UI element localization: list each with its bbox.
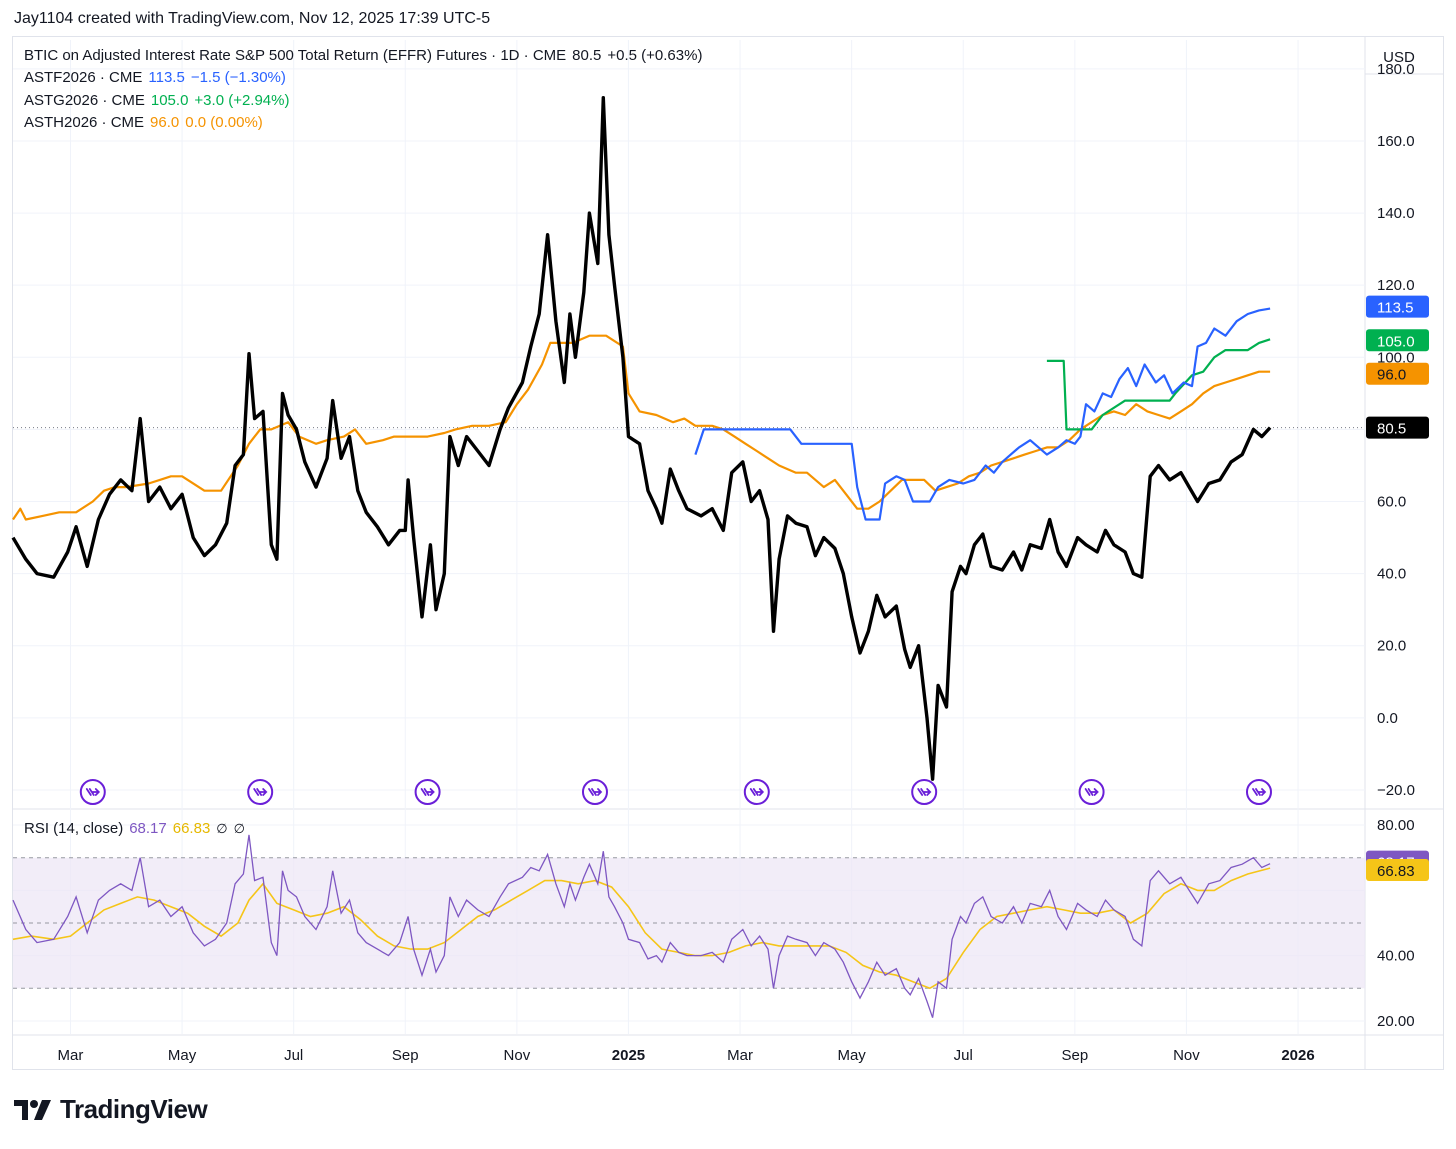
badge-astg-bg (1366, 329, 1429, 352)
event-marker-arrow (85, 788, 101, 796)
time-tick-label: May (837, 1047, 866, 1064)
series-line-astf (694, 307, 1271, 521)
event-marker-icon[interactable] (911, 779, 938, 805)
legend-astg-name: ASTG2026 · CME (24, 92, 145, 109)
rsi-line (12, 834, 1271, 1018)
badge-astf: 113.5 (1366, 295, 1429, 318)
legend-astf-change: −1.5 (−1.30%) (190, 69, 286, 86)
badge-rsi-ma-text: 66.83 (1377, 863, 1415, 880)
rsi-tick-label: 80.00 (1377, 817, 1415, 834)
series-line-main (11, 96, 1272, 781)
price-tick-label: 0.0 (1377, 710, 1398, 727)
event-marker-icon[interactable] (1245, 779, 1272, 805)
legend-rsi-na2: ∅ (233, 821, 245, 836)
currency-label: USD (1383, 49, 1415, 66)
badge-astg-text: 105.0 (1377, 333, 1415, 350)
time-tick-label: 2025 (612, 1047, 645, 1064)
badge-astf-bg (1366, 295, 1429, 318)
legend-astg-change: +3.0 (+2.94%) (194, 92, 290, 109)
time-tick-label: Mar (727, 1047, 753, 1064)
price-series (11, 96, 1272, 781)
badge-rsi-ma-bg (1366, 859, 1429, 882)
event-marker-arrow (749, 788, 765, 796)
legend-astg[interactable]: ASTG2026 · CME 105.0 +3.0 (+2.94%) (24, 92, 295, 109)
price-tick-label: 20.0 (1377, 638, 1406, 655)
legend-asth-value: 96.0 (150, 114, 180, 131)
legend-main-change: +0.5 (+0.63%) (607, 47, 703, 64)
price-tick-label: 120.0 (1377, 277, 1415, 294)
legend-rsi-label: RSI (14, close) (24, 820, 124, 837)
legend-astf-value: 113.5 (148, 69, 185, 86)
rsi-tick-label: 40.00 (1377, 948, 1415, 965)
price-tick-label: 160.0 (1377, 133, 1415, 150)
legend-astg-value: 105.0 (150, 92, 189, 109)
event-marker-arrow (1252, 788, 1267, 796)
time-tick-label: 2026 (1281, 1047, 1314, 1064)
price-tick-label: 140.0 (1377, 205, 1415, 222)
time-tick-label: May (168, 1047, 197, 1064)
rsi-tick-label: 20.00 (1377, 1013, 1415, 1030)
event-marker-icon[interactable] (1078, 779, 1105, 805)
legend-astf-name: ASTF2026 · CME (24, 69, 143, 86)
chart-caption: Jay1104 created with TradingView.com, No… (14, 10, 491, 27)
legend-rsi[interactable]: RSI (14, close) 68.17 66.83 ∅ ∅ (24, 820, 251, 837)
series-line-astg (1046, 338, 1271, 431)
price-tick-label: 180.0 (1377, 61, 1415, 78)
event-marker-icon[interactable] (414, 779, 441, 805)
badge-asth-text: 96.0 (1377, 367, 1406, 384)
event-marker-icon[interactable] (247, 779, 274, 805)
price-tick-label: 60.0 (1377, 494, 1406, 511)
tradingview-logo[interactable]: TradingView (14, 1094, 208, 1125)
chart-frame (12, 36, 1444, 1070)
badge-main-text: 80.5 (1377, 421, 1406, 438)
legend-main[interactable]: BTIC on Adjusted Interest Rate S&P 500 T… (24, 47, 708, 64)
badge-asth-bg (1366, 362, 1429, 385)
legend-rsi-na1: ∅ (216, 821, 228, 836)
price-tick-label: 100.0 (1377, 349, 1415, 366)
event-marker-icon[interactable] (581, 779, 608, 805)
time-tick-label: Jul (284, 1047, 303, 1064)
price-tick-label: 40.0 (1377, 566, 1406, 583)
badge-astg: 105.0 (1366, 329, 1429, 352)
tradingview-logo-text: TradingView (60, 1094, 208, 1124)
event-markers (79, 779, 1272, 805)
legend-rsi-value: 68.17 (129, 820, 167, 837)
badge-asth: 96.0 (1366, 362, 1429, 385)
legend-asth[interactable]: ASTH2026 · CME 96.0 0.0 (0.00%) (24, 114, 269, 131)
time-tick-label: Sep (392, 1047, 419, 1064)
badge-main: 80.5 (1366, 416, 1429, 439)
legend-main-name: BTIC on Adjusted Interest Rate S&P 500 T… (24, 47, 567, 64)
time-tick-label: Mar (58, 1047, 84, 1064)
price-tick-label: −20.0 (1377, 782, 1415, 799)
event-marker-arrow (420, 788, 435, 796)
badge-main-bg (1366, 416, 1429, 439)
time-tick-label: Nov (1173, 1047, 1200, 1064)
event-marker-arrow (253, 788, 268, 796)
event-marker-arrow (917, 788, 932, 796)
rsi-band (13, 857, 1365, 989)
legend-astf[interactable]: ASTF2026 · CME 113.5 −1.5 (−1.30%) (24, 69, 292, 86)
event-marker-icon[interactable] (743, 779, 770, 805)
event-marker-icon[interactable] (79, 779, 106, 805)
legend-rsi-ma: 66.83 (172, 820, 211, 837)
rsi-series (12, 834, 1271, 1018)
time-tick-label: Jul (954, 1047, 973, 1064)
legend-asth-name: ASTH2026 · CME (24, 114, 145, 131)
badge-rsi-ma: 66.83 (1366, 859, 1429, 882)
time-tick-label: Sep (1061, 1047, 1088, 1064)
legend-main-value: 80.5 (572, 47, 602, 64)
legend-asth-change: 0.0 (0.00%) (185, 114, 263, 131)
event-marker-arrow (588, 788, 603, 796)
event-marker-arrow (1084, 788, 1099, 796)
badge-astf-text: 113.5 (1377, 300, 1413, 317)
tradingview-logo-icon (14, 1099, 51, 1120)
time-tick-label: Nov (504, 1047, 531, 1064)
